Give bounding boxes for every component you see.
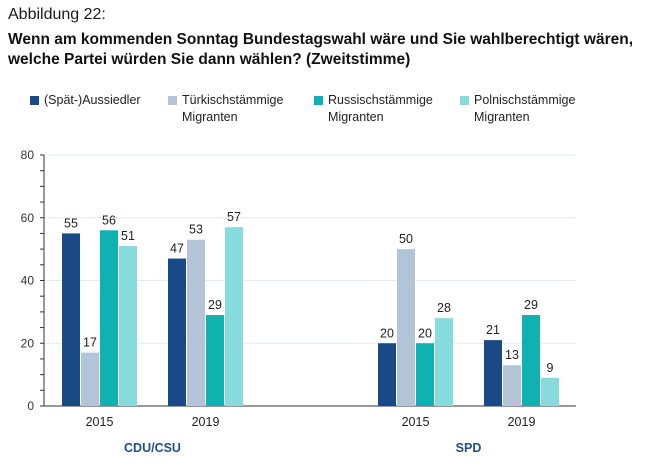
data-label: 21: [486, 323, 500, 337]
legend-swatch-polnisch: [460, 96, 469, 105]
legend-item-polnisch: Polnischstämmige Migranten: [460, 92, 575, 126]
x-tick-label: 2019: [508, 415, 536, 429]
data-label: 20: [418, 326, 432, 340]
legend-swatch-russisch: [314, 96, 323, 105]
y-tick-label: 80: [21, 148, 35, 162]
x-tick-label: 2015: [86, 415, 114, 429]
chart-title-line-1: Wenn am kommenden Sonntag Bundestagswahl…: [8, 31, 633, 48]
bar-spaet_aussiedler: [484, 340, 502, 406]
x-tick-label: 2015: [402, 415, 430, 429]
legend-label-line: Türkischstämmige: [182, 93, 284, 107]
legend-label-line: (Spät-)Aussiedler: [44, 93, 141, 107]
data-label: 28: [437, 301, 451, 315]
bar-russisch: [206, 315, 224, 406]
data-label: 53: [189, 223, 203, 237]
bar-tuerkisch: [397, 249, 415, 406]
legend-swatch-tuerkisch: [168, 96, 177, 105]
bar-tuerkisch: [187, 239, 205, 406]
bar-russisch: [416, 343, 434, 406]
data-label: 51: [121, 229, 135, 243]
y-tick-label: 0: [27, 399, 34, 413]
bar-russisch: [100, 230, 118, 406]
legend-label-line: Migranten: [182, 110, 238, 124]
party-label: SPD: [456, 441, 482, 455]
bar-polnisch: [435, 318, 453, 406]
data-label: 50: [399, 232, 413, 246]
legend-label-line: Russischstämmige: [328, 93, 433, 107]
data-label: 47: [170, 242, 184, 256]
chart-title: Wenn am kommenden Sonntag Bundestagswahl…: [8, 30, 668, 70]
data-label: 13: [505, 348, 519, 362]
bar-polnisch: [541, 377, 559, 406]
data-label: 29: [208, 298, 222, 312]
x-tick-label: 2019: [192, 415, 220, 429]
y-tick-label: 40: [21, 274, 35, 288]
data-label: 55: [64, 216, 78, 230]
bar-spaet_aussiedler: [62, 233, 80, 406]
data-label: 17: [83, 336, 97, 350]
bar-russisch: [522, 315, 540, 406]
bar-polnisch: [119, 245, 137, 406]
party-label: CDU/CSU: [124, 441, 181, 455]
bar-spaet_aussiedler: [168, 258, 186, 406]
y-tick-label: 20: [21, 336, 35, 350]
legend-item-russisch: Russischstämmige Migranten: [314, 92, 433, 126]
legend-label-line: Migranten: [328, 110, 384, 124]
y-tick-label: 60: [21, 211, 35, 225]
bar-tuerkisch: [81, 352, 99, 406]
figure-label: Abbildung 22:: [8, 6, 106, 23]
bar-spaet_aussiedler: [378, 343, 396, 406]
data-label: 29: [524, 298, 538, 312]
legend-label-line: Polnischstämmige: [474, 93, 576, 107]
data-label: 9: [547, 361, 554, 375]
legend-item-tuerkisch: Türkischstämmige Migranten: [168, 92, 283, 126]
data-label: 57: [227, 210, 241, 224]
chart-title-line-2: welche Partei würden Sie dann wählen? (Z…: [8, 51, 411, 68]
legend-item-spaet-aussiedler: (Spät-)Aussiedler: [30, 92, 141, 109]
data-label: 56: [102, 213, 116, 227]
bar-tuerkisch: [503, 365, 521, 406]
data-label: 20: [380, 326, 394, 340]
bar-polnisch: [225, 227, 243, 406]
legend-swatch-spaet-aussiedler: [30, 96, 39, 105]
legend-label-line: Migranten: [474, 110, 530, 124]
